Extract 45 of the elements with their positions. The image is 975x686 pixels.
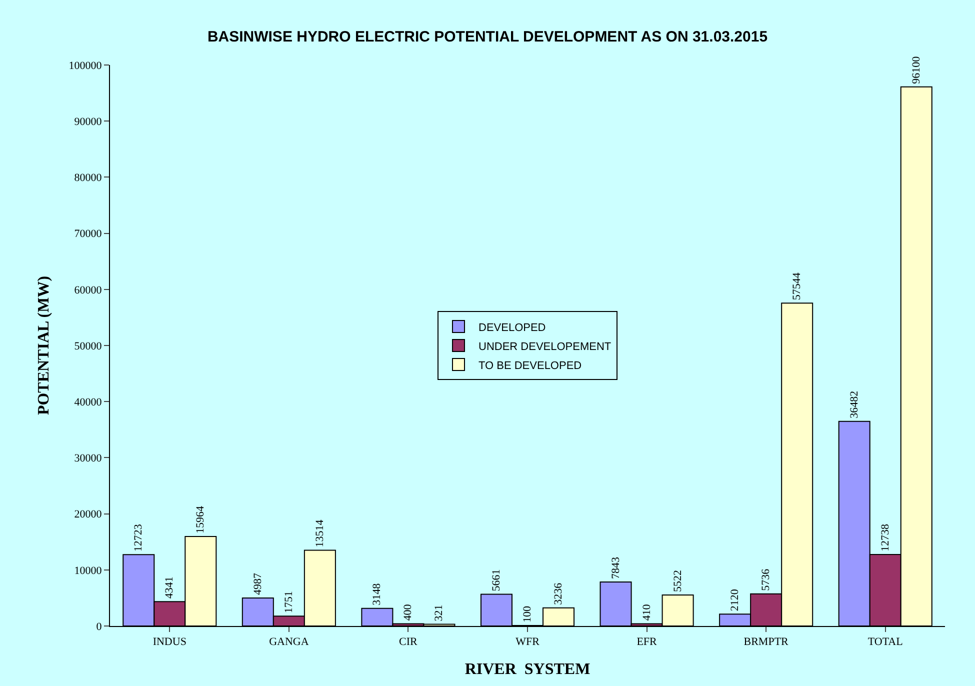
y-tick-label: 90000 xyxy=(74,116,102,128)
y-axis-title: POTENTIAL (MW) xyxy=(36,276,53,416)
legend-label: UNDER DEVELOPEMENT xyxy=(478,340,612,353)
x-tick-label: BRMPTR xyxy=(744,636,790,648)
y-tick-label: 10000 xyxy=(74,564,102,577)
data-label: 12723 xyxy=(132,524,145,552)
data-label: 321 xyxy=(433,604,446,622)
data-label: 1751 xyxy=(282,591,295,614)
x-tick-label: WFR xyxy=(516,636,540,648)
chart-title: BASINWISE HYDRO ELECTRIC POTENTIAL DEVELOPMENT AS ON 31.03.2015 xyxy=(207,28,768,46)
y-tick-label: 100000 xyxy=(68,60,102,72)
x-tick-label: CIR xyxy=(399,636,418,648)
legend-label: DEVELOPED xyxy=(478,322,546,334)
data-label: 96100 xyxy=(910,56,922,84)
data-label: 3236 xyxy=(552,582,565,605)
y-tick-label: 30000 xyxy=(74,452,102,465)
y-tick-label: 0 xyxy=(96,620,102,633)
data-label: 36482 xyxy=(848,390,860,418)
data-label: 4341 xyxy=(164,576,176,599)
data-label: 7843 xyxy=(610,556,622,579)
y-tick-label: 60000 xyxy=(74,284,102,296)
y-tick-label: 20000 xyxy=(74,508,102,521)
x-axis-title: RIVER SYSTEM xyxy=(464,660,590,678)
data-label: 57544 xyxy=(791,272,804,300)
data-label: 5736 xyxy=(760,568,772,591)
y-tick-label: 70000 xyxy=(74,228,102,240)
y-tick-label: 80000 xyxy=(74,172,102,184)
x-tick-label: GANGA xyxy=(269,636,309,648)
data-label: 3148 xyxy=(371,582,384,606)
x-tick-label: EFR xyxy=(636,636,658,648)
data-label: 100 xyxy=(522,605,534,622)
data-label: 400 xyxy=(402,604,414,621)
data-label: 15964 xyxy=(194,505,207,534)
legend-label: TO BE DEVELOPED xyxy=(478,360,582,372)
y-tick-label: 40000 xyxy=(74,396,102,408)
data-label: 2120 xyxy=(729,588,742,612)
x-tick-label: TOTAL xyxy=(868,636,904,648)
data-label: 12738 xyxy=(879,524,892,552)
data-label: 4987 xyxy=(252,572,264,596)
data-label: 5522 xyxy=(672,570,684,592)
y-tick-label: 50000 xyxy=(74,340,102,352)
data-label: 13514 xyxy=(314,519,326,548)
x-tick-label: INDUS xyxy=(152,636,186,648)
data-label: 410 xyxy=(640,604,653,621)
data-label: 5661 xyxy=(490,569,502,592)
